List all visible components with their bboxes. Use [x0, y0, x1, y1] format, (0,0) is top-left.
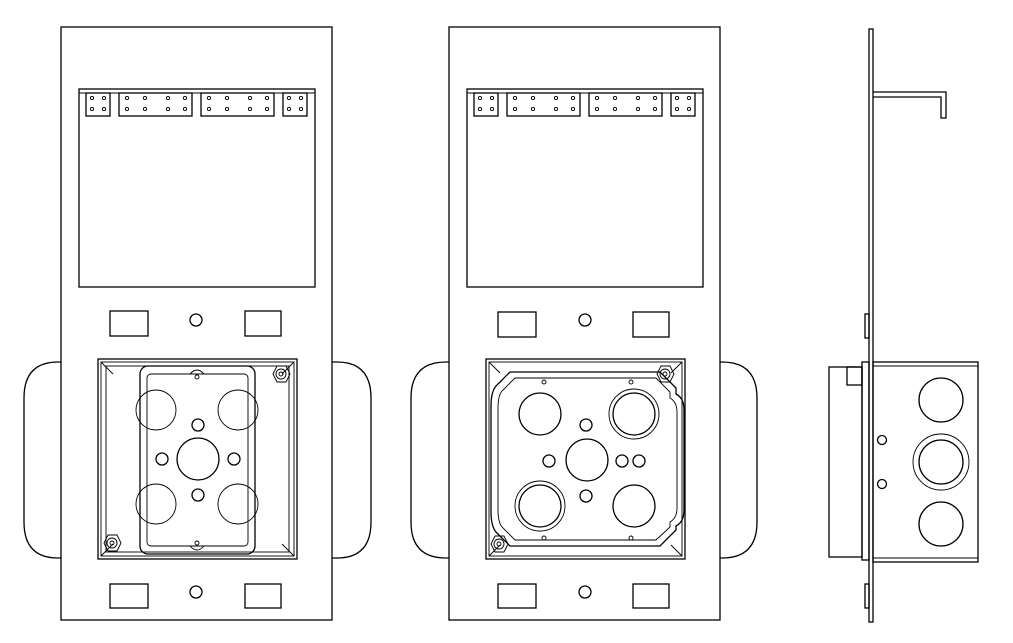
- mounting-slot: [244, 583, 282, 609]
- front-view-square-cover: [410, 26, 758, 621]
- device-ring-profile: [828, 366, 863, 558]
- left-mounting-flange: [23, 361, 98, 559]
- mounting-slot: [109, 583, 149, 609]
- mounting-slot: [244, 310, 282, 337]
- box-knockouts: [135, 389, 259, 525]
- terminal-panel: [78, 88, 316, 288]
- terminal-screws: [477, 95, 692, 112]
- mounting-slot: [632, 583, 670, 609]
- cover-knockout: [518, 392, 562, 436]
- terminal-block-1: [473, 92, 499, 117]
- side-hole: [876, 478, 888, 490]
- backer-plate: [448, 26, 721, 621]
- right-mounting-flange: [297, 361, 372, 559]
- ground-screw-bottom-left: [103, 534, 122, 552]
- mounting-slot: [632, 311, 670, 338]
- mounting-hole: [578, 313, 592, 327]
- side-knockout: [918, 501, 964, 547]
- top-bracket: [873, 91, 947, 119]
- terminal-block-1: [85, 92, 111, 117]
- side-tab: [864, 583, 870, 609]
- mounting-slot: [497, 311, 537, 338]
- device-ring-ear: [846, 366, 863, 386]
- left-mounting-flange: [410, 361, 487, 559]
- ring-flange: [861, 361, 870, 561]
- side-tab: [864, 313, 870, 339]
- box-side: [872, 361, 979, 563]
- cover-knockout: [612, 484, 656, 528]
- mounting-slot: [109, 310, 149, 337]
- side-knockout: [918, 439, 964, 485]
- ground-screw-top-right: [656, 365, 675, 383]
- mounting-hole: [578, 585, 592, 599]
- center-knockout: [176, 437, 220, 481]
- cover-knockout: [612, 392, 656, 436]
- terminal-block-2: [118, 92, 193, 117]
- ground-screw-top-right: [272, 365, 291, 383]
- side-knockout: [918, 377, 964, 423]
- square-box: [485, 358, 686, 560]
- terminal-block-4: [670, 92, 696, 117]
- ground-screw-bottom-left: [490, 535, 509, 553]
- side-view-profile: [828, 28, 979, 623]
- mounting-hole: [189, 585, 203, 599]
- terminal-block-3: [588, 92, 663, 117]
- mounting-slot: [497, 583, 537, 609]
- single-gang-device-ring: [139, 365, 256, 555]
- center-knockout: [565, 438, 609, 482]
- terminal-block-4: [282, 92, 308, 117]
- terminal-block-2: [506, 92, 581, 117]
- terminal-panel: [466, 88, 704, 288]
- front-view-device-ring: [23, 26, 372, 621]
- cover-knockout: [518, 484, 562, 528]
- right-mounting-flange: [684, 361, 758, 559]
- side-hole: [876, 434, 888, 446]
- terminal-block-3: [200, 92, 275, 117]
- backer-plate: [60, 26, 333, 621]
- terminal-screws: [89, 95, 304, 112]
- square-cover: [490, 371, 685, 547]
- mounting-hole: [189, 313, 203, 327]
